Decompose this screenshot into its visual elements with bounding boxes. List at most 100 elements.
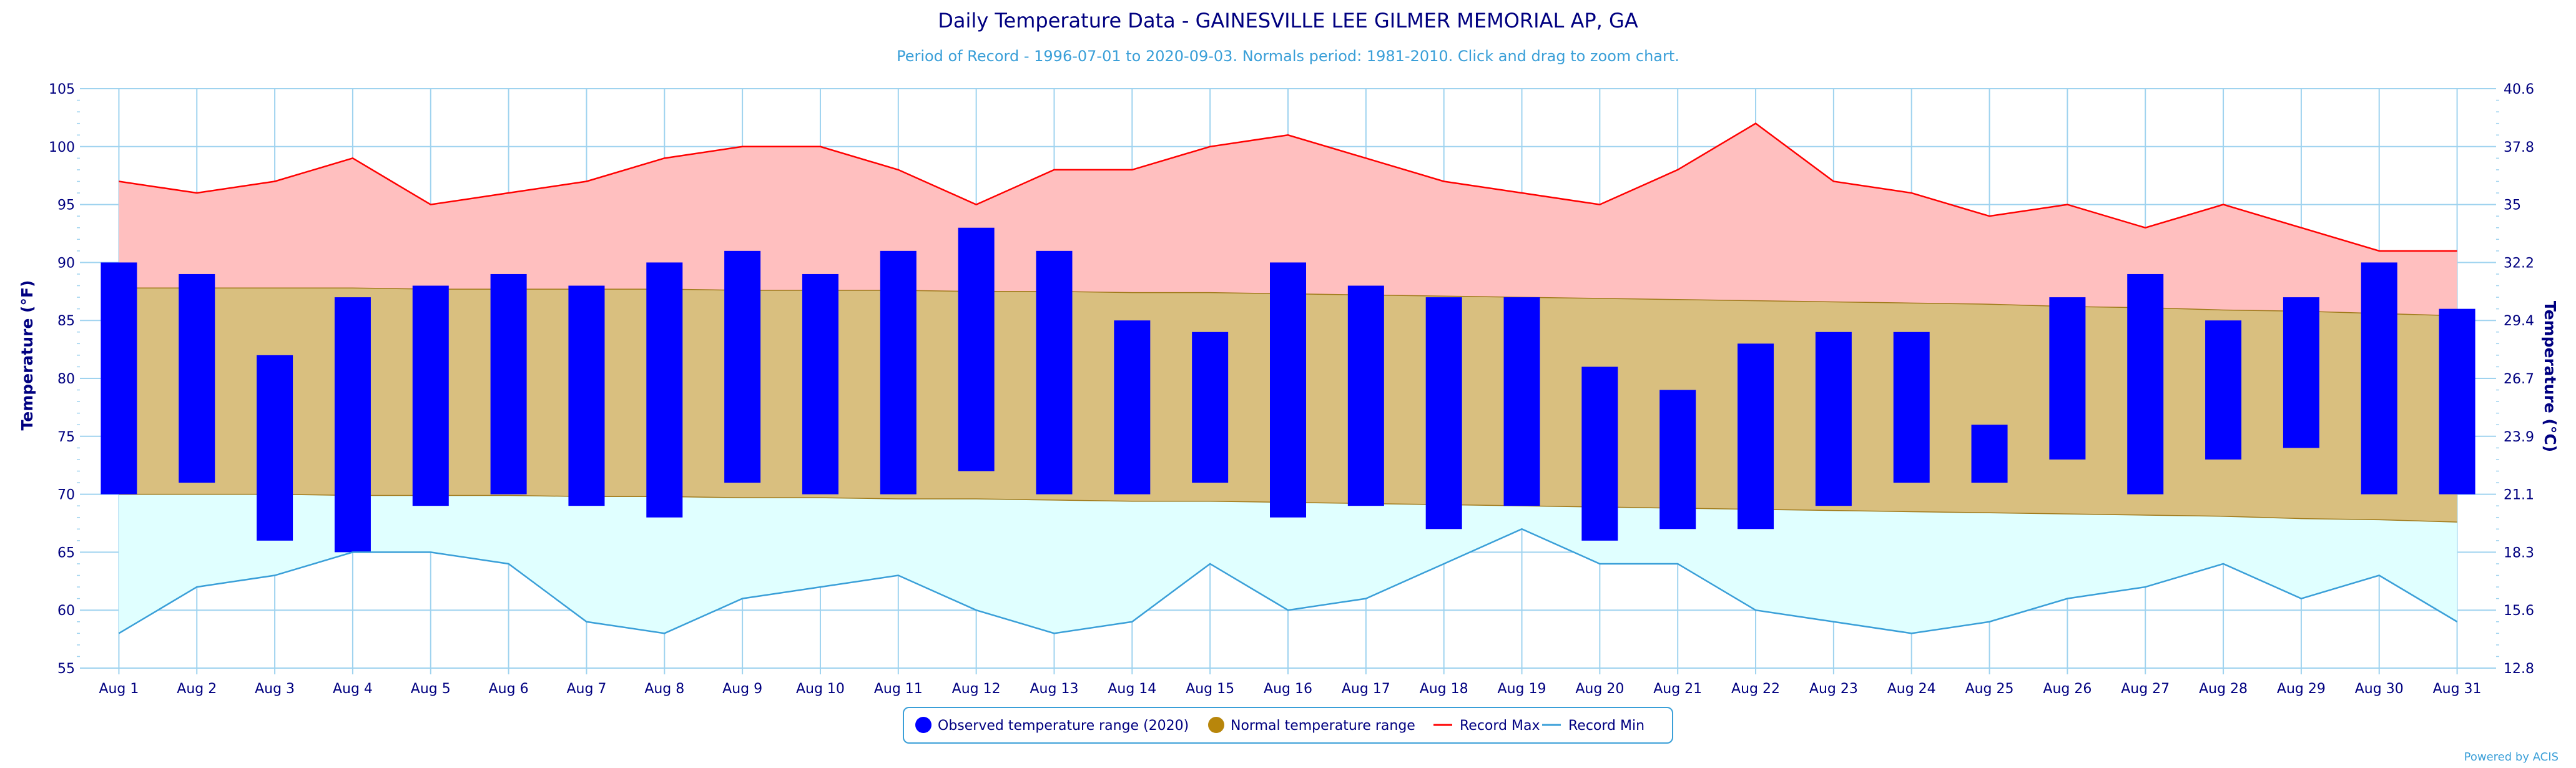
observed-bar[interactable] — [1270, 262, 1306, 518]
observed-bar[interactable] — [490, 273, 527, 495]
x-tick-label: Aug 28 — [2199, 681, 2248, 697]
legend-label-normal: Normal temperature range — [1231, 718, 1415, 734]
observed-bar[interactable] — [2283, 297, 2319, 448]
x-tick-label: Aug 25 — [1965, 681, 2014, 697]
x-tick-label: Aug 20 — [1575, 681, 1624, 697]
x-tick-label: Aug 18 — [1420, 681, 1468, 697]
y-tick-label-left: 95 — [57, 198, 75, 214]
x-tick-label: Aug 31 — [2433, 681, 2482, 697]
observed-bar[interactable] — [334, 297, 371, 553]
y-tick-label-right: 40.6 — [2504, 82, 2534, 97]
x-tick-label: Aug 23 — [1809, 681, 1858, 697]
x-tick-label: Aug 24 — [1887, 681, 1936, 697]
observed-bar[interactable] — [1114, 320, 1151, 495]
y-tick-label-left: 65 — [57, 545, 75, 561]
legend-item-record-max[interactable]: Record Max — [1433, 718, 1540, 734]
x-tick-label: Aug 5 — [411, 681, 451, 697]
observed-bar[interactable] — [958, 227, 995, 471]
y-tick-label-right: 23.9 — [2504, 430, 2534, 445]
x-tick-label: Aug 6 — [489, 681, 529, 697]
observed-bar[interactable] — [2361, 262, 2397, 495]
y-tick-label-left: 55 — [57, 661, 75, 677]
observed-bar[interactable] — [179, 273, 215, 483]
chart-title: Daily Temperature Data - GAINESVILLE LEE… — [938, 9, 1638, 32]
y-tick-label-right: 18.3 — [2504, 545, 2534, 561]
x-tick-label: Aug 1 — [99, 681, 139, 697]
x-tick-label: Aug 22 — [1731, 681, 1780, 697]
record-max-fill — [119, 123, 2457, 316]
x-tick-label: Aug 26 — [2043, 681, 2092, 697]
credit-label[interactable]: Powered by ACIS — [2464, 751, 2559, 764]
y-tick-label-left: 85 — [57, 313, 75, 329]
observed-bar[interactable] — [257, 355, 293, 541]
observed-bar[interactable] — [1192, 332, 1229, 483]
legend-swatch-normal — [1208, 717, 1224, 733]
legend-label-record-min: Record Min — [1568, 718, 1644, 734]
x-tick-label: Aug 21 — [1653, 681, 1702, 697]
y-tick-label-right: 12.8 — [2504, 661, 2534, 677]
x-tick-label: Aug 12 — [952, 681, 1001, 697]
observed-bar[interactable] — [2127, 273, 2164, 495]
y-tick-label-left: 75 — [57, 430, 75, 445]
y-tick-label-left: 100 — [49, 140, 75, 155]
y-tick-label-left: 60 — [57, 603, 75, 619]
record-min-line[interactable] — [118, 528, 2458, 634]
legend-label-observed: Observed temperature range (2020) — [938, 718, 1189, 734]
x-tick-label: Aug 4 — [333, 681, 373, 697]
y-tick-label-right: 15.6 — [2504, 603, 2534, 619]
observed-bar[interactable] — [802, 273, 838, 495]
observed-bar[interactable] — [1503, 297, 1540, 506]
observed-bar[interactable] — [1425, 297, 1462, 529]
y-tick-label-right: 35 — [2504, 198, 2521, 214]
x-tick-label: Aug 2 — [177, 681, 217, 697]
observed-bar[interactable] — [1347, 285, 1384, 506]
y-tick-label-left: 90 — [57, 255, 75, 271]
observed-bar[interactable] — [880, 250, 917, 495]
record-max-line[interactable] — [119, 122, 2457, 252]
x-tick-label: Aug 7 — [566, 681, 606, 697]
x-tick-label: Aug 8 — [644, 681, 684, 697]
observed-bar[interactable] — [412, 285, 449, 506]
observed-bar[interactable] — [2049, 297, 2086, 460]
observed-bar[interactable] — [1738, 343, 1774, 529]
observed-bar[interactable] — [2205, 320, 2242, 460]
y-tick-label-left: 80 — [57, 372, 75, 387]
legend-label-record-max: Record Max — [1460, 718, 1540, 734]
legend-item-observed[interactable]: Observed temperature range (2020) — [915, 717, 1189, 734]
observed-bar[interactable] — [1581, 367, 1618, 541]
observed-bar[interactable] — [1659, 390, 1696, 529]
y-tick-label-right: 21.1 — [2504, 488, 2534, 503]
observed-bar[interactable] — [1036, 250, 1073, 495]
observed-bar[interactable] — [2439, 308, 2475, 495]
area-layer — [119, 123, 2457, 634]
y-axis-title-left: Temperature (°F) — [18, 280, 36, 431]
legend[interactable]: Observed temperature range (2020) Normal… — [903, 707, 1673, 744]
x-tick-label: Aug 3 — [255, 681, 295, 697]
x-tick-label: Aug 15 — [1186, 681, 1234, 697]
line-layer — [118, 122, 2458, 634]
x-tick-label: Aug 29 — [2277, 681, 2326, 697]
legend-item-record-min[interactable]: Record Min — [1542, 718, 1644, 734]
x-tick-label: Aug 14 — [1108, 681, 1156, 697]
x-tick-label: Aug 13 — [1030, 681, 1079, 697]
axis-layer: Aug 1 Aug 2 Aug 3 Aug 4 Aug 5 Aug 6 Aug 7 Aug 8… — [49, 82, 2534, 697]
observed-bar[interactable] — [1971, 425, 2008, 483]
observed-bar[interactable] — [568, 285, 605, 506]
chart-subtitle: Period of Record - 1996-07-01 to 2020-09… — [897, 47, 1679, 65]
x-tick-label: Aug 10 — [796, 681, 845, 697]
legend-item-normal[interactable]: Normal temperature range — [1208, 717, 1415, 734]
observed-bar[interactable] — [1893, 332, 1930, 483]
bar-layer — [101, 227, 2475, 553]
observed-bar[interactable] — [646, 262, 683, 518]
observed-bar[interactable] — [1815, 332, 1852, 506]
y-axis-title-right: Temperature (°C) — [2541, 301, 2559, 452]
x-tick-label: Aug 19 — [1498, 681, 1546, 697]
observed-bar[interactable] — [101, 262, 137, 495]
x-tick-label: Aug 9 — [722, 681, 762, 697]
observed-bar[interactable] — [724, 250, 761, 483]
y-tick-label-right: 26.7 — [2504, 372, 2534, 387]
x-tick-label: Aug 27 — [2121, 681, 2170, 697]
x-tick-label: Aug 17 — [1342, 681, 1390, 697]
legend-swatch-observed — [915, 717, 932, 733]
